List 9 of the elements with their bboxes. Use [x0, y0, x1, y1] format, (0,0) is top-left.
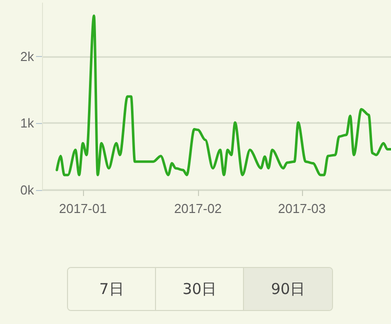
y-tick-label: 2k — [20, 48, 34, 64]
range-button: 90日 — [244, 268, 332, 310]
y-tick-label: 0k — [20, 182, 34, 198]
y-tick-label: 1k — [20, 116, 34, 131]
range-button: 7日 — [68, 268, 156, 310]
x-tick-label: 2017-03 — [278, 201, 326, 216]
x-tick-label: 2017-02 — [174, 201, 222, 216]
line-series — [56, 14, 391, 176]
x-tick-label: 2017-01 — [58, 201, 107, 216]
